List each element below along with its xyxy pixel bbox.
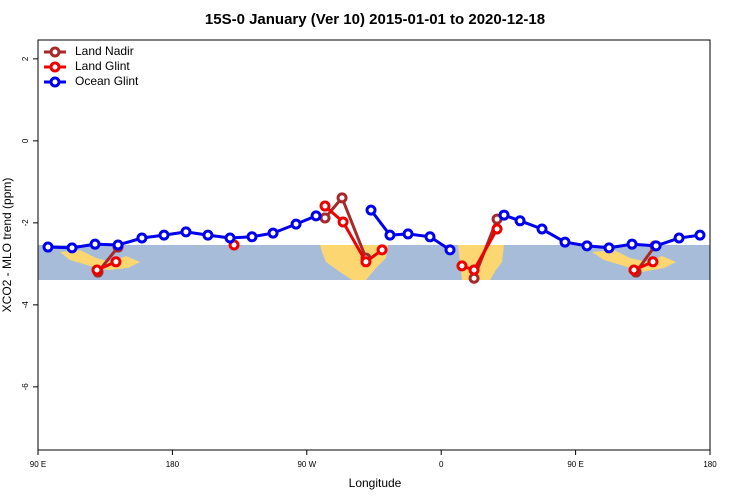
y-tick-label: 0 [21,138,30,143]
data-point [267,227,279,239]
data-point [456,260,468,272]
data-point [319,212,331,224]
land-america [320,245,388,280]
y-tick-label: -6 [21,383,30,391]
data-point [376,244,388,256]
chart-title: 15S-0 January (Ver 10) 2015-01-01 to 202… [205,11,545,28]
data-point [180,226,192,238]
data-point [110,256,122,268]
data-point [246,231,258,243]
legend-swatch [49,76,61,88]
data-point [559,236,571,248]
data-point [66,242,78,254]
data-point [202,229,214,241]
data-point [628,264,640,276]
data-point [310,210,322,222]
data-point [337,216,349,228]
data-point [694,229,706,241]
series-line [503,213,701,250]
data-point [290,218,302,230]
data-point [468,264,480,276]
data-point [365,204,377,216]
y-axis-label: XCO2 - MLO trend (ppm) [0,178,14,313]
data-point [491,223,503,235]
data-point [444,244,456,256]
x-tick-label: 180 [703,460,717,469]
data-point [336,192,348,204]
legend-label: Land Glint [75,59,130,73]
data-point [647,256,659,268]
legend-swatch [49,61,61,73]
data-point [224,232,236,244]
x-tick-label: 90 E [30,460,46,469]
y-tick-label: 2 [21,56,30,61]
data-point [319,200,331,212]
data-point [360,256,372,268]
x-tick-label: 0 [439,460,444,469]
data-point [498,209,510,221]
data-point [384,229,396,241]
legend-label: Land Nadir [75,44,134,58]
data-point [673,232,685,244]
x-tick-label: 90 W [297,460,316,469]
y-tick-label: -2 [21,219,30,227]
x-tick-label: 90 E [567,460,583,469]
data-point [42,241,54,253]
y-tick-label: -4 [21,301,30,309]
data-point [158,229,170,241]
data-point [536,223,548,235]
data-point [626,238,638,250]
data-point [112,239,124,251]
x-tick-label: 180 [166,460,180,469]
legend-swatch [49,46,61,58]
data-point [514,215,526,227]
data-point [581,240,593,252]
plot-frame [37,39,711,451]
data-point [91,264,103,276]
x-axis-label: Longitude [349,476,402,490]
data-point [424,231,436,243]
data-point [89,238,101,250]
data-point [136,232,148,244]
data-point [650,240,662,252]
series-line [324,204,383,265]
data-point [603,242,615,254]
legend-label: Ocean Glint [75,74,139,88]
data-point [402,228,414,240]
